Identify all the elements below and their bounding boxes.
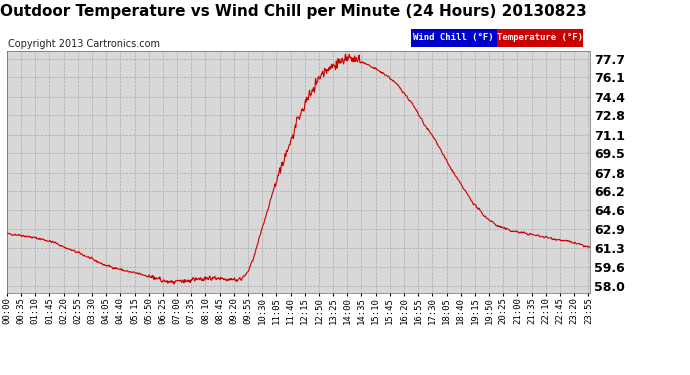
- Text: Outdoor Temperature vs Wind Chill per Minute (24 Hours) 20130823: Outdoor Temperature vs Wind Chill per Mi…: [0, 4, 586, 19]
- Text: Temperature (°F): Temperature (°F): [497, 33, 583, 42]
- Text: Copyright 2013 Cartronics.com: Copyright 2013 Cartronics.com: [8, 39, 160, 50]
- Text: Wind Chill (°F): Wind Chill (°F): [413, 33, 494, 42]
